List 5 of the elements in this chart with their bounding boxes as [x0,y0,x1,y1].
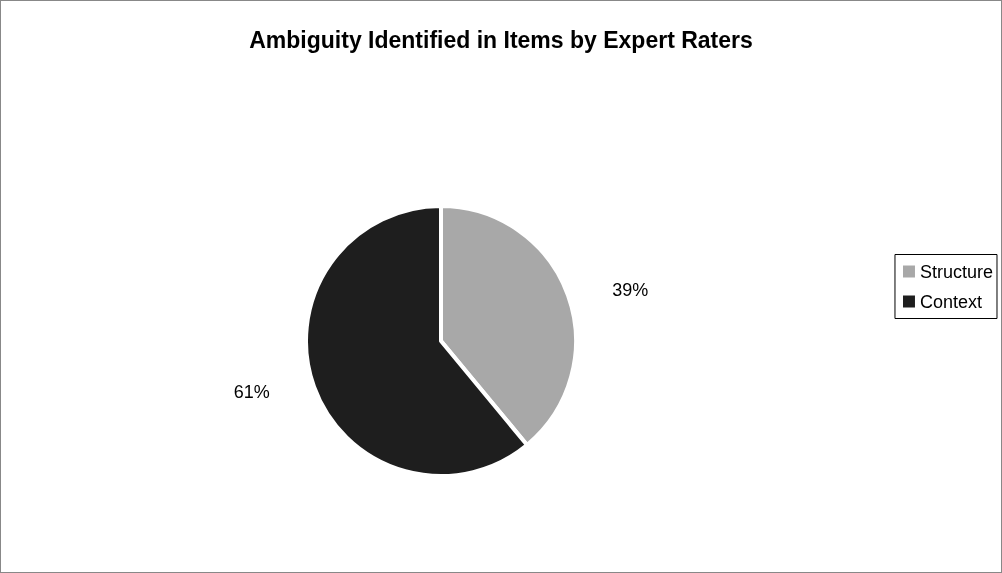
chart-title: Ambiguity Identified in Items by Expert Raters [249,26,753,53]
data-label: 39% [612,280,649,301]
legend-label: Structure [919,261,993,282]
legend-label: Context [919,291,983,312]
data-label: 61% [233,381,270,402]
